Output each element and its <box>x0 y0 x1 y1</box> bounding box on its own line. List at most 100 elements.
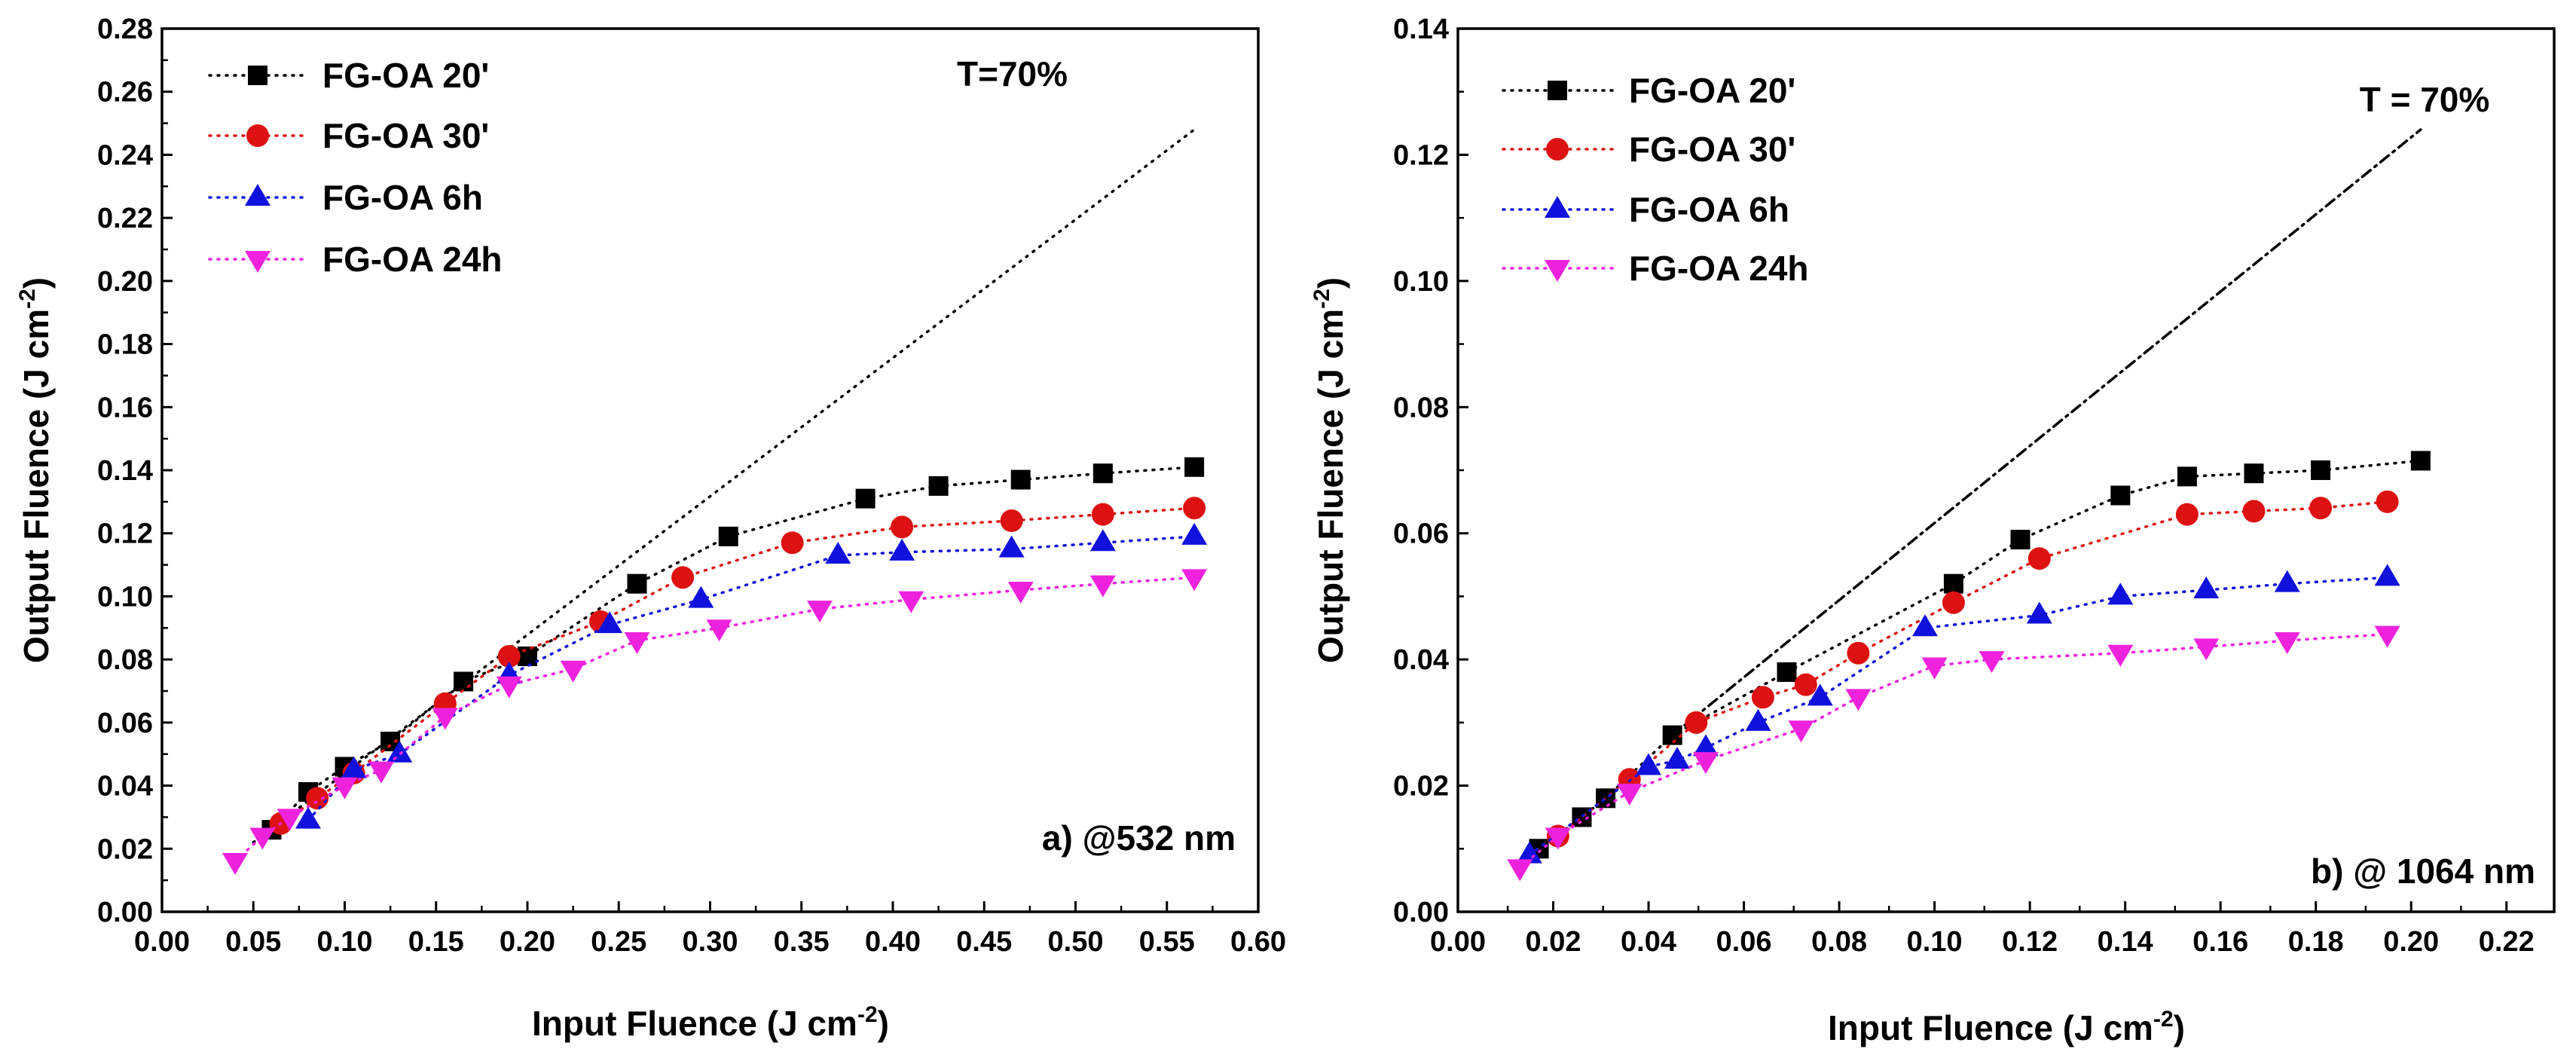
y-axis-title-a: Output Fluence (J cm-2) <box>15 277 56 663</box>
data-point-square <box>855 488 875 509</box>
data-point-square <box>1092 463 1113 484</box>
data-point-triangle-up <box>1692 734 1719 757</box>
data-point-triangle-down <box>1692 752 1719 775</box>
data-point-circle <box>891 515 914 539</box>
data-point-triangle-down <box>2274 632 2300 655</box>
legend-entry-fg-oa-20: FG-OA 20' <box>208 56 489 95</box>
data-point-triangle-up <box>688 586 714 608</box>
x-axis-title-close: ) <box>878 1004 889 1043</box>
legend-b: FG-OA 20' FG-OA 30' FG-OA 6h FG-OA 24h <box>1502 71 1809 288</box>
y-axis-title-sup: -2 <box>1309 289 1334 309</box>
series-fg-oa-30 <box>1546 490 2399 848</box>
data-point-triangle-up <box>1181 522 1208 545</box>
y-tick-label: 0.04 <box>1393 644 1449 676</box>
legend-label-fg-oa-30: FG-OA 30' <box>1629 130 1795 169</box>
series-fg-oa-6h <box>1516 564 2400 864</box>
legend-label-fg-oa-20: FG-OA 20' <box>1629 71 1795 110</box>
x-tick-label: 0.20 <box>500 926 555 958</box>
y-axis-title-close: ) <box>1311 277 1350 289</box>
legend-entry-fg-oa-6h: FG-OA 6h <box>208 178 483 217</box>
legend-a: FG-OA 20' FG-OA 30' FG-OA 6h FG-OA 24h <box>208 56 503 279</box>
data-point-triangle-down <box>898 591 924 613</box>
x-tick-label: 0.50 <box>1048 926 1104 958</box>
series-line-fg-oa-30 <box>1557 500 2389 838</box>
legend-marker-square <box>1548 81 1567 100</box>
data-point-circle <box>1847 641 1870 665</box>
data-point-circle <box>2027 547 2051 570</box>
x-axis-title-main: Input Fluence (J cm <box>532 1004 857 1043</box>
data-point-triangle-down <box>2193 638 2220 661</box>
data-point-triangle-down <box>1181 569 1208 592</box>
data-point-square <box>1777 662 1797 682</box>
data-point-square <box>454 671 474 692</box>
data-point-circle <box>781 531 804 555</box>
data-point-triangle-up <box>825 542 851 564</box>
data-point-triangle-down <box>1007 582 1034 604</box>
linear-reference-line-b <box>1670 128 2422 737</box>
data-point-triangle-down <box>2107 644 2134 667</box>
y-tick-label: 0.10 <box>1393 266 1449 298</box>
data-point-circle <box>2309 497 2333 520</box>
data-point-circle <box>1000 509 1023 532</box>
chart-panel-b: 0.00 0.02 0.04 0.06 0.08 0.10 0.12 0.14 0.16 0.18… <box>1309 14 2556 1047</box>
x-axis-title-a: Input Fluence (J cm-2) <box>532 1002 889 1043</box>
legend-label-fg-oa-24h: FG-OA 24h <box>1629 249 1809 288</box>
x-axis-title-main: Input Fluence (J cm <box>1828 1008 2153 1047</box>
series-line-fg-oa-24h <box>1518 632 2389 870</box>
x-tick-label: 0.55 <box>1139 926 1195 958</box>
x-tick-label: 0.05 <box>225 926 281 958</box>
annotation-wavelength-b: b) @ 1064 nm <box>2311 852 2535 891</box>
legend-entry-fg-oa-30: FG-OA 30' <box>1502 130 1795 169</box>
series-fg-oa-24h <box>222 569 1208 876</box>
data-point-square <box>718 526 738 546</box>
series-group-a <box>222 457 1208 876</box>
y-tick-label: 0.02 <box>97 833 153 865</box>
data-point-square <box>1184 457 1205 477</box>
y-axis-title-main: Output Fluence (J cm <box>17 309 56 663</box>
x-axis-title-sup: -2 <box>857 1002 878 1027</box>
legend-marker-square <box>248 66 267 85</box>
x-tick-label: 0.22 <box>2479 926 2535 958</box>
y-tick-label: 0.06 <box>97 708 153 739</box>
series-line-fg-oa-20 <box>270 466 1196 831</box>
x-tick-label: 0.45 <box>956 926 1012 958</box>
series-fg-oa-20 <box>261 457 1205 840</box>
legend-entry-fg-oa-30: FG-OA 30' <box>208 116 489 155</box>
linear-reference-line-a <box>252 128 1196 844</box>
data-point-square <box>2177 466 2197 487</box>
data-point-triangle-down <box>1089 575 1116 598</box>
x-tick-label: 0.00 <box>1430 926 1486 958</box>
x-tick-label: 0.25 <box>591 926 646 958</box>
x-tick-label: 0.40 <box>865 926 921 958</box>
data-point-triangle-down <box>496 676 522 699</box>
x-tick-label: 0.20 <box>2383 926 2439 958</box>
data-point-triangle-up <box>387 740 413 763</box>
legend-marker-circle <box>246 124 269 147</box>
data-point-triangle-down <box>332 777 358 800</box>
data-point-triangle-down <box>706 619 732 642</box>
legend-marker-circle <box>1546 138 1569 161</box>
data-point-triangle-up <box>1911 614 1938 637</box>
data-point-square <box>518 646 537 666</box>
y-tick-label: 0.08 <box>1393 392 1449 423</box>
legend-marker-triangle-down <box>1545 260 1570 282</box>
y-tick-label: 0.04 <box>97 771 153 803</box>
data-point-triangle-down <box>1921 657 1948 680</box>
x-tick-label: 0.04 <box>1621 926 1676 958</box>
x-tick-label: 0.12 <box>2002 926 2058 958</box>
y-tick-label: 0.10 <box>97 581 153 613</box>
legend-marker-triangle-up <box>245 184 270 206</box>
legend-label-fg-oa-6h: FG-OA 6h <box>1629 190 1789 229</box>
data-point-square <box>627 573 647 594</box>
y-tick-label: 0.14 <box>1393 14 1449 45</box>
y-axis-title-main: Output Fluence (J cm <box>1311 309 1350 663</box>
data-point-circle <box>1942 591 1965 614</box>
data-point-triangle-up <box>2193 576 2220 599</box>
data-point-circle <box>2376 490 2399 513</box>
data-point-triangle-up <box>597 611 623 634</box>
data-point-triangle-down <box>432 708 458 730</box>
y-axis-title-sup: -2 <box>15 289 40 309</box>
data-point-circle <box>2242 500 2266 523</box>
x-tick-label: 0.60 <box>1230 926 1286 958</box>
